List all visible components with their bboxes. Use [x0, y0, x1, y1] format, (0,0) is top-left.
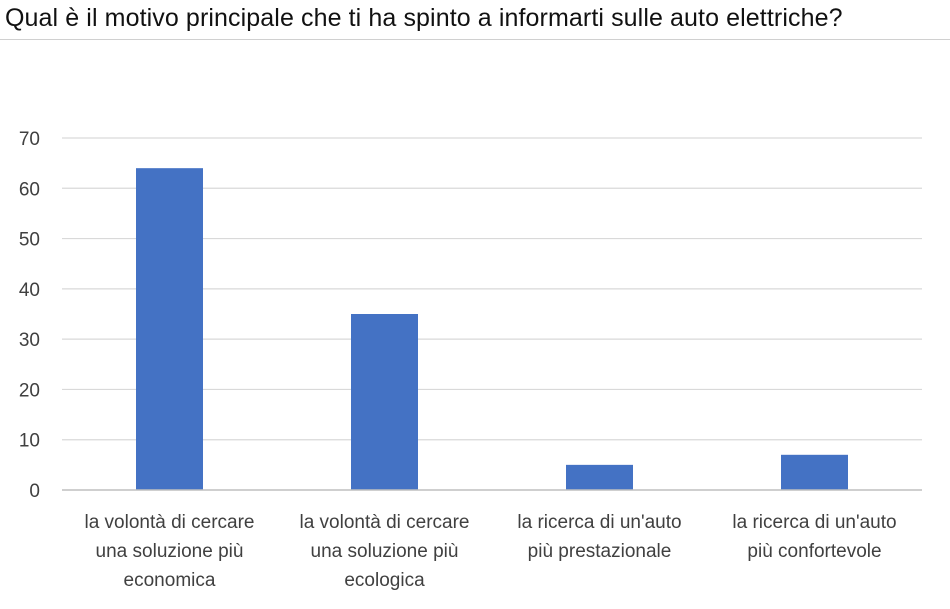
category-label-line: la volontà di cercare [299, 512, 469, 533]
y-tick-label: 20 [19, 380, 40, 401]
category-label-line: la ricerca di un'auto [517, 512, 681, 533]
y-tick-label: 70 [19, 129, 40, 150]
category-label-line: ecologica [344, 570, 425, 591]
bar [781, 454, 848, 490]
category-label: la volontà di cercare una soluzione più ec… [299, 512, 469, 591]
category-label-line: più prestazionale [528, 541, 672, 562]
y-tick-label: 0 [29, 481, 40, 502]
y-tick-label: 40 [19, 280, 40, 301]
category-label-line: più confortevole [747, 541, 881, 562]
category-label: la ricerca di un'auto più confortevole [732, 512, 896, 562]
title-divider [0, 39, 950, 40]
category-label: la volontà di cercare una soluzione più ec… [84, 512, 254, 591]
bar [351, 314, 418, 490]
y-tick-label: 50 [19, 230, 40, 251]
category-label-line: economica [124, 570, 216, 591]
category-label-line: una soluzione più [311, 541, 459, 562]
category-label-line: la ricerca di un'auto [732, 512, 896, 533]
bar [566, 464, 633, 490]
category-label-line: una soluzione più [96, 541, 244, 562]
chart-title: Qual è il motivo principale che ti ha sp… [5, 4, 843, 32]
y-tick-label: 10 [19, 431, 40, 452]
y-tick-label: 30 [19, 330, 40, 351]
category-label: la ricerca di un'auto più prestazionale [517, 512, 681, 562]
y-tick-label: 60 [19, 179, 40, 200]
bar [136, 168, 203, 490]
category-label-line: la volontà di cercare [84, 512, 254, 533]
